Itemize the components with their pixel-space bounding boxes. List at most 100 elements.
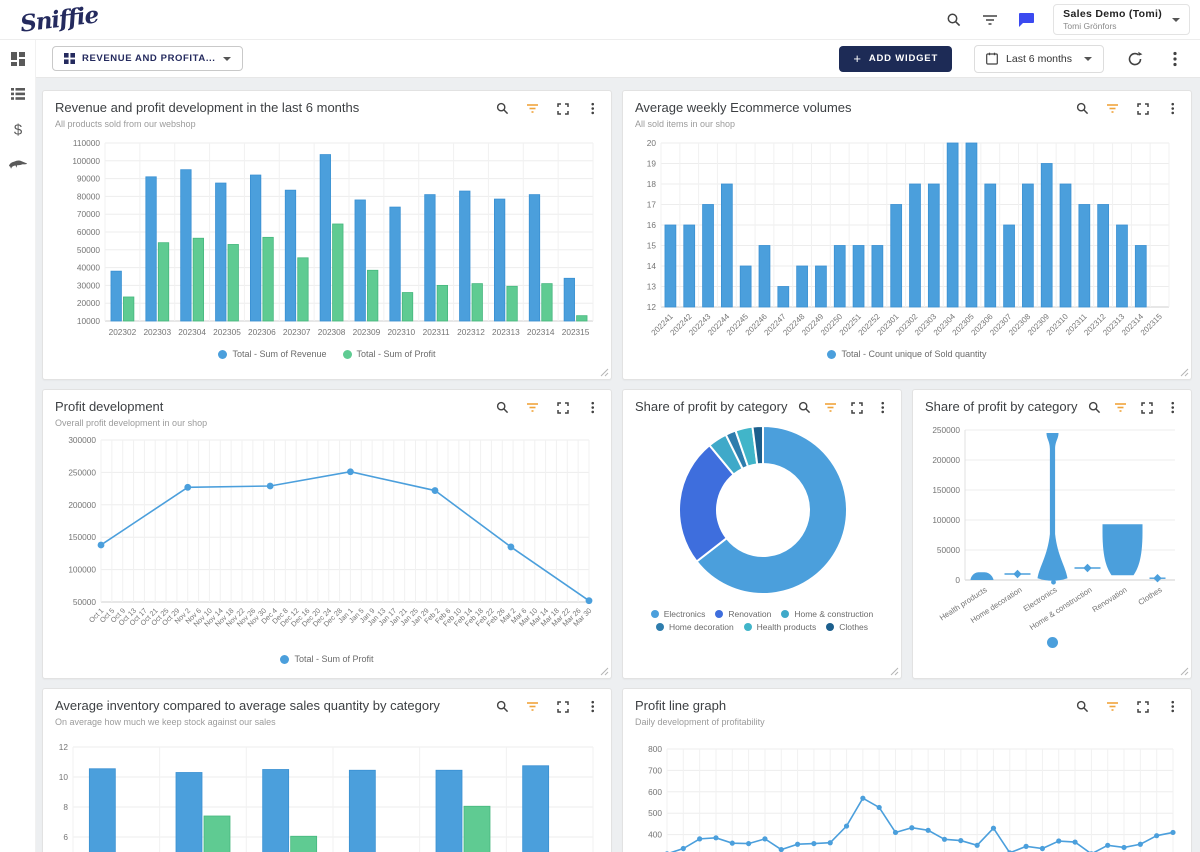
svg-text:13: 13 bbox=[647, 282, 657, 292]
kebab-menu-icon[interactable] bbox=[1166, 50, 1184, 68]
legend-item[interactable]: Total - Sum of Profit bbox=[342, 349, 436, 359]
date-range-label: Last 6 months bbox=[1006, 52, 1072, 65]
resize-handle[interactable] bbox=[600, 368, 609, 377]
search-icon[interactable] bbox=[798, 401, 811, 414]
profit-daily-line-chart[interactable]: 300400500600700800 bbox=[635, 731, 1181, 852]
weekly-volumes-bar-chart[interactable]: 1213141516171819202022412022422022432022… bbox=[635, 133, 1181, 343]
search-icon[interactable] bbox=[945, 11, 963, 29]
fullscreen-icon[interactable] bbox=[1140, 401, 1153, 414]
filter-icon[interactable] bbox=[824, 401, 837, 414]
svg-text:17: 17 bbox=[647, 200, 657, 210]
kebab-menu-icon[interactable] bbox=[586, 401, 599, 414]
filter-icon[interactable] bbox=[526, 401, 539, 414]
sort-icon[interactable] bbox=[981, 11, 999, 29]
kebab-menu-icon[interactable] bbox=[1166, 102, 1179, 115]
legend-item[interactable]: Total - Count unique of Sold quantity bbox=[827, 349, 987, 359]
inventory-vs-sales-bar-chart[interactable]: 4681012 bbox=[55, 731, 601, 852]
svg-text:8: 8 bbox=[63, 802, 68, 812]
search-icon[interactable] bbox=[496, 700, 509, 713]
search-icon[interactable] bbox=[496, 401, 509, 414]
svg-text:90000: 90000 bbox=[77, 174, 100, 184]
svg-text:50000: 50000 bbox=[73, 597, 96, 607]
kebab-menu-icon[interactable] bbox=[586, 700, 599, 713]
chat-icon[interactable] bbox=[1017, 11, 1035, 29]
svg-text:Renovation: Renovation bbox=[1091, 585, 1129, 614]
revenue-profit-bar-chart[interactable]: 10000 20000 30000 40000 50000 60000 70000 80000… bbox=[55, 133, 601, 343]
profit-share-donut-chart[interactable] bbox=[635, 418, 891, 604]
svg-text:110000: 110000 bbox=[73, 138, 100, 148]
search-icon[interactable] bbox=[1076, 102, 1089, 115]
svg-text:Clothes: Clothes bbox=[1137, 585, 1164, 607]
svg-text:6: 6 bbox=[63, 832, 68, 842]
legend-item[interactable]: Total - Sum of Profit bbox=[280, 654, 374, 664]
dashboard-icon bbox=[10, 52, 25, 66]
filter-icon[interactable] bbox=[1106, 700, 1119, 713]
card-subtitle: On average how much we keep stock agains… bbox=[55, 717, 276, 727]
svg-text:100000: 100000 bbox=[72, 156, 100, 166]
card-title: Revenue and profit development in the la… bbox=[55, 100, 360, 115]
legend-item[interactable]: Renovation bbox=[715, 609, 771, 619]
svg-text:202309: 202309 bbox=[353, 327, 381, 337]
sidebar-item-pricing[interactable]: $ bbox=[8, 120, 28, 138]
kebab-menu-icon[interactable] bbox=[876, 401, 889, 414]
svg-text:20000: 20000 bbox=[77, 298, 100, 308]
kebab-menu-icon[interactable] bbox=[1166, 401, 1179, 414]
legend-item[interactable]: Electronics bbox=[650, 609, 705, 619]
top-header: Sniffie Sales Demo (Tomi) Tomi Grönfors bbox=[0, 0, 1200, 40]
svg-text:202315: 202315 bbox=[1139, 312, 1165, 338]
search-icon[interactable] bbox=[496, 102, 509, 115]
resize-handle[interactable] bbox=[1180, 667, 1189, 676]
legend-item[interactable]: Clothes bbox=[826, 622, 868, 632]
resize-handle[interactable] bbox=[890, 667, 899, 676]
svg-text:18: 18 bbox=[647, 179, 657, 189]
svg-text:Home & construction: Home & construction bbox=[1028, 585, 1094, 630]
card-weekly-volumes: Average weekly Ecommerce volumes All sol… bbox=[622, 90, 1192, 380]
dashboard-selector[interactable]: REVENUE AND PROFITA... bbox=[52, 46, 243, 71]
search-icon[interactable] bbox=[1088, 401, 1101, 414]
filter-icon[interactable] bbox=[1114, 401, 1127, 414]
card-profit-share-donut: Share of profit by category Electronics bbox=[622, 389, 902, 679]
sniffie-logo[interactable]: Sniffie bbox=[18, 1, 100, 38]
card-subtitle: All sold items in our shop bbox=[635, 119, 736, 129]
sidebar-item-dashboards[interactable] bbox=[8, 50, 28, 68]
kebab-menu-icon[interactable] bbox=[1166, 700, 1179, 713]
card-revenue-profit: Revenue and profit development in the la… bbox=[42, 90, 612, 380]
filter-icon[interactable] bbox=[526, 700, 539, 713]
svg-text:202306: 202306 bbox=[248, 327, 276, 337]
fullscreen-icon[interactable] bbox=[556, 700, 569, 713]
kebab-menu-icon[interactable] bbox=[586, 102, 599, 115]
svg-text:80000: 80000 bbox=[77, 191, 100, 201]
add-widget-button[interactable]: + ADD WIDGET bbox=[839, 45, 953, 72]
legend-item[interactable]: Total - Sum of Revenue bbox=[218, 349, 327, 359]
fullscreen-icon[interactable] bbox=[556, 102, 569, 115]
grid-icon bbox=[64, 53, 75, 64]
resize-handle[interactable] bbox=[1180, 368, 1189, 377]
fullscreen-icon[interactable] bbox=[850, 401, 863, 414]
fullscreen-icon[interactable] bbox=[1136, 700, 1149, 713]
svg-text:202310: 202310 bbox=[387, 327, 415, 337]
filter-icon[interactable] bbox=[526, 102, 539, 115]
date-range-selector[interactable]: Last 6 months bbox=[974, 44, 1104, 73]
sidebar-item-reports[interactable] bbox=[8, 85, 28, 103]
card-subtitle: Overall profit development in our shop bbox=[55, 418, 208, 428]
filter-icon[interactable] bbox=[1106, 102, 1119, 115]
refresh-icon[interactable] bbox=[1126, 50, 1144, 68]
chevron-down-icon bbox=[222, 56, 231, 61]
sidebar-item-sniffie-mascot[interactable] bbox=[8, 155, 28, 173]
fullscreen-icon[interactable] bbox=[556, 401, 569, 414]
svg-text:$: $ bbox=[13, 121, 22, 138]
legend-item[interactable]: Health products bbox=[743, 622, 816, 632]
account-menu[interactable]: Sales Demo (Tomi) Tomi Grönfors bbox=[1053, 4, 1190, 35]
legend-item[interactable]: Home decoration bbox=[655, 622, 734, 632]
resize-handle[interactable] bbox=[600, 667, 609, 676]
fullscreen-icon[interactable] bbox=[1136, 102, 1149, 115]
legend-item[interactable]: Home & construction bbox=[781, 609, 873, 619]
anteater-icon bbox=[8, 160, 27, 169]
svg-text:202313: 202313 bbox=[492, 327, 520, 337]
svg-text:300000: 300000 bbox=[68, 435, 96, 445]
legend-item[interactable] bbox=[1046, 637, 1058, 648]
card-profit-line-graph: Profit line graph Daily development of p… bbox=[622, 688, 1192, 852]
search-icon[interactable] bbox=[1076, 700, 1089, 713]
